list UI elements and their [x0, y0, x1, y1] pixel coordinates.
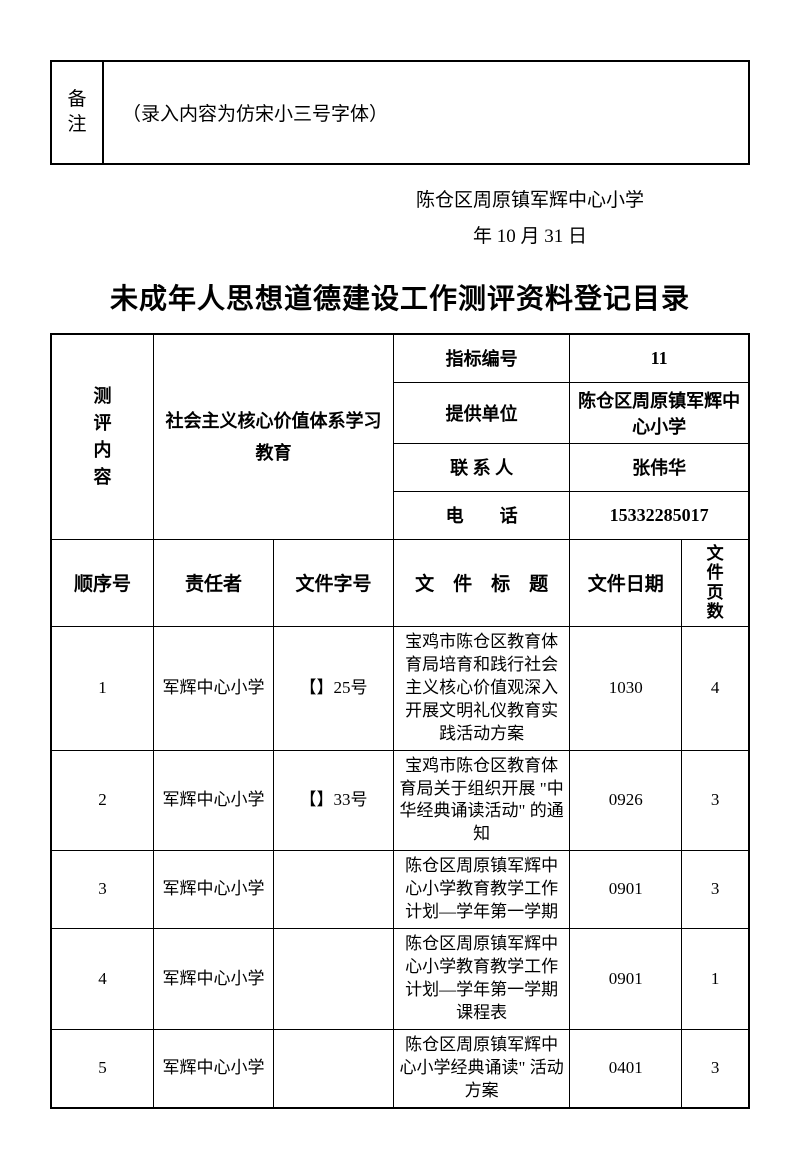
col-docno: 文件字号 [274, 539, 394, 626]
cell-date: 0401 [570, 1029, 682, 1107]
col-title: 文 件 标 题 [394, 539, 570, 626]
cell-pages: 4 [682, 626, 749, 750]
note-content: （录入内容为仿宋小三号字体） [104, 62, 748, 163]
info-label-2: 联 系 人 [394, 443, 570, 491]
col-date: 文件日期 [570, 539, 682, 626]
page-title: 未成年人思想道德建设工作测评资料登记目录 [50, 277, 750, 317]
note-box: 备 注 （录入内容为仿宋小三号字体） [50, 60, 750, 165]
table-row: 5 军辉中心小学 陈仓区周原镇军辉中心小学经典诵读" 活动方案 0401 3 [51, 1029, 749, 1107]
col-seq: 顺序号 [51, 539, 153, 626]
cell-seq: 3 [51, 851, 153, 929]
info-value-0: 11 [570, 334, 749, 382]
cell-title: 陈仓区周原镇军辉中心小学教育教学工作计划—学年第一学期 [394, 851, 570, 929]
main-table: 测 评 内 容 社会主义核心价值体系学习教育 指标编号 11 提供单位 陈仓区周… [50, 333, 750, 1109]
cell-docno [274, 851, 394, 929]
cell-title: 陈仓区周原镇军辉中心小学教育教学工作计划—学年第一学期课程表 [394, 929, 570, 1030]
cell-title: 陈仓区周原镇军辉中心小学经典诵读" 活动方案 [394, 1029, 570, 1107]
info-label-3: 电 话 [394, 491, 570, 539]
info-value-2: 张伟华 [570, 443, 749, 491]
table-row: 1 军辉中心小学 【】25号 宝鸡市陈仓区教育体育局培育和践行社会主义核心价值观… [51, 626, 749, 750]
table-row: 2 军辉中心小学 【】33号 宝鸡市陈仓区教育体育局关于组织开展 "中华经典诵读… [51, 750, 749, 851]
info-value-3: 15332285017 [570, 491, 749, 539]
table-row: 3 军辉中心小学 陈仓区周原镇军辉中心小学教育教学工作计划—学年第一学期 090… [51, 851, 749, 929]
cell-seq: 4 [51, 929, 153, 1030]
cell-date: 0901 [570, 929, 682, 1030]
cell-pages: 3 [682, 1029, 749, 1107]
col-owner: 责任者 [153, 539, 273, 626]
note-label-l1: 备 [67, 88, 86, 113]
cell-seq: 1 [51, 626, 153, 750]
info-value-1: 陈仓区周原镇军辉中心小学 [570, 382, 749, 443]
signature-org: 陈仓区周原镇军辉中心小学 [310, 183, 750, 219]
eval-content-label: 测 评 内 容 [51, 334, 153, 539]
cell-owner: 军辉中心小学 [153, 626, 273, 750]
cell-docno: 【】25号 [274, 626, 394, 750]
cell-title: 宝鸡市陈仓区教育体育局培育和践行社会主义核心价值观深入开展文明礼仪教育实践活动方… [394, 626, 570, 750]
cell-pages: 3 [682, 750, 749, 851]
info-label-0: 指标编号 [394, 334, 570, 382]
cell-pages: 1 [682, 929, 749, 1030]
cell-pages: 3 [682, 851, 749, 929]
cell-docno: 【】33号 [274, 750, 394, 851]
cell-owner: 军辉中心小学 [153, 929, 273, 1030]
table-row: 4 军辉中心小学 陈仓区周原镇军辉中心小学教育教学工作计划—学年第一学期课程表 … [51, 929, 749, 1030]
cell-seq: 2 [51, 750, 153, 851]
signature-date: 年 10 月 31 日 [310, 219, 750, 255]
cell-title: 宝鸡市陈仓区教育体育局关于组织开展 "中华经典诵读活动" 的通知 [394, 750, 570, 851]
cell-seq: 5 [51, 1029, 153, 1107]
cell-date: 1030 [570, 626, 682, 750]
cell-date: 0926 [570, 750, 682, 851]
col-pages: 文 件 页 数 [682, 539, 749, 626]
cell-date: 0901 [570, 851, 682, 929]
cell-owner: 军辉中心小学 [153, 851, 273, 929]
note-label-l2: 注 [67, 113, 86, 138]
category-cell: 社会主义核心价值体系学习教育 [153, 334, 393, 539]
signature-block: 陈仓区周原镇军辉中心小学 年 10 月 31 日 [310, 183, 750, 255]
info-label-1: 提供单位 [394, 382, 570, 443]
cell-owner: 军辉中心小学 [153, 750, 273, 851]
cell-docno [274, 1029, 394, 1107]
cell-docno [274, 929, 394, 1030]
cell-owner: 军辉中心小学 [153, 1029, 273, 1107]
note-label: 备 注 [52, 62, 104, 163]
